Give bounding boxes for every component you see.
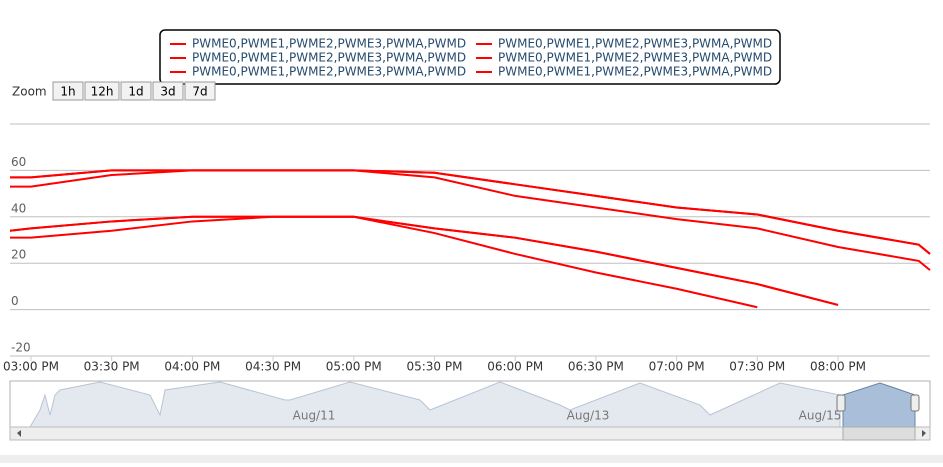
x-tick-label: 05:30 PM (406, 360, 462, 374)
y-tick-label: 60 (11, 155, 26, 169)
page-footer (0, 455, 943, 463)
x-tick-label: 07:00 PM (649, 360, 705, 374)
x-tick-label: 06:30 PM (568, 360, 624, 374)
x-tick-label: 07:30 PM (729, 360, 785, 374)
legend (159, 29, 781, 85)
zoom-button[interactable] (84, 81, 120, 101)
zoom-button-label[interactable]: 1d (128, 85, 143, 99)
zoom-button[interactable] (152, 81, 184, 101)
x-tick-label: 04:00 PM (164, 360, 220, 374)
navigator-handle[interactable] (836, 394, 846, 412)
series-line (10, 169, 931, 255)
navigator-label: Aug/11 (293, 409, 336, 423)
legend-label[interactable]: PWME0,PWME1,PWME2,PWME3,PWMA,PWMD (192, 51, 466, 65)
zoom-button-label[interactable]: 1h (60, 85, 75, 99)
legend-label[interactable]: PWME0,PWME1,PWME2,PWME3,PWMA,PWMD (498, 51, 772, 65)
navigator-label: Aug/15 (799, 409, 842, 423)
legend-label[interactable]: PWME0,PWME1,PWME2,PWME3,PWMA,PWMD (498, 65, 772, 79)
x-tick-label: 06:00 PM (487, 360, 543, 374)
zoom-button-label[interactable]: 7d (192, 85, 207, 99)
legend-label[interactable]: PWME0,PWME1,PWME2,PWME3,PWMA,PWMD (498, 37, 772, 51)
scroll-left[interactable] (17, 430, 21, 437)
legend-label[interactable]: PWME0,PWME1,PWME2,PWME3,PWMA,PWMD (192, 37, 466, 51)
y-tick-label: 40 (11, 201, 26, 215)
x-tick-label: 08:00 PM (810, 360, 866, 374)
series-line (9, 215, 839, 306)
zoom-button[interactable] (184, 81, 216, 101)
y-tick-label: -20 (11, 341, 31, 355)
x-tick-label: 03:00 PM (3, 360, 59, 374)
scroll-right[interactable] (922, 430, 926, 437)
scrollbar[interactable] (9, 426, 931, 441)
zoom-button-label[interactable]: 12h (91, 85, 114, 99)
series-line (10, 169, 931, 271)
navigator-label: Aug/13 (567, 409, 610, 423)
zoom-button[interactable] (120, 81, 152, 101)
navigator-handle[interactable] (910, 394, 920, 412)
zoom-label: Zoom (12, 85, 47, 99)
y-tick-label: 20 (11, 248, 26, 262)
scrollbar-thumb[interactable] (842, 426, 916, 441)
y-tick-label: 0 (11, 294, 19, 308)
zoom-button-label[interactable]: 3d (160, 85, 175, 99)
navigator-series (29, 381, 841, 428)
zoom-button[interactable] (52, 81, 84, 101)
legend-label[interactable]: PWME0,PWME1,PWME2,PWME3,PWMA,PWMD (192, 65, 466, 79)
x-tick-label: 04:30 PM (245, 360, 301, 374)
x-tick-label: 05:00 PM (326, 360, 382, 374)
x-tick-label: 03:30 PM (84, 360, 140, 374)
